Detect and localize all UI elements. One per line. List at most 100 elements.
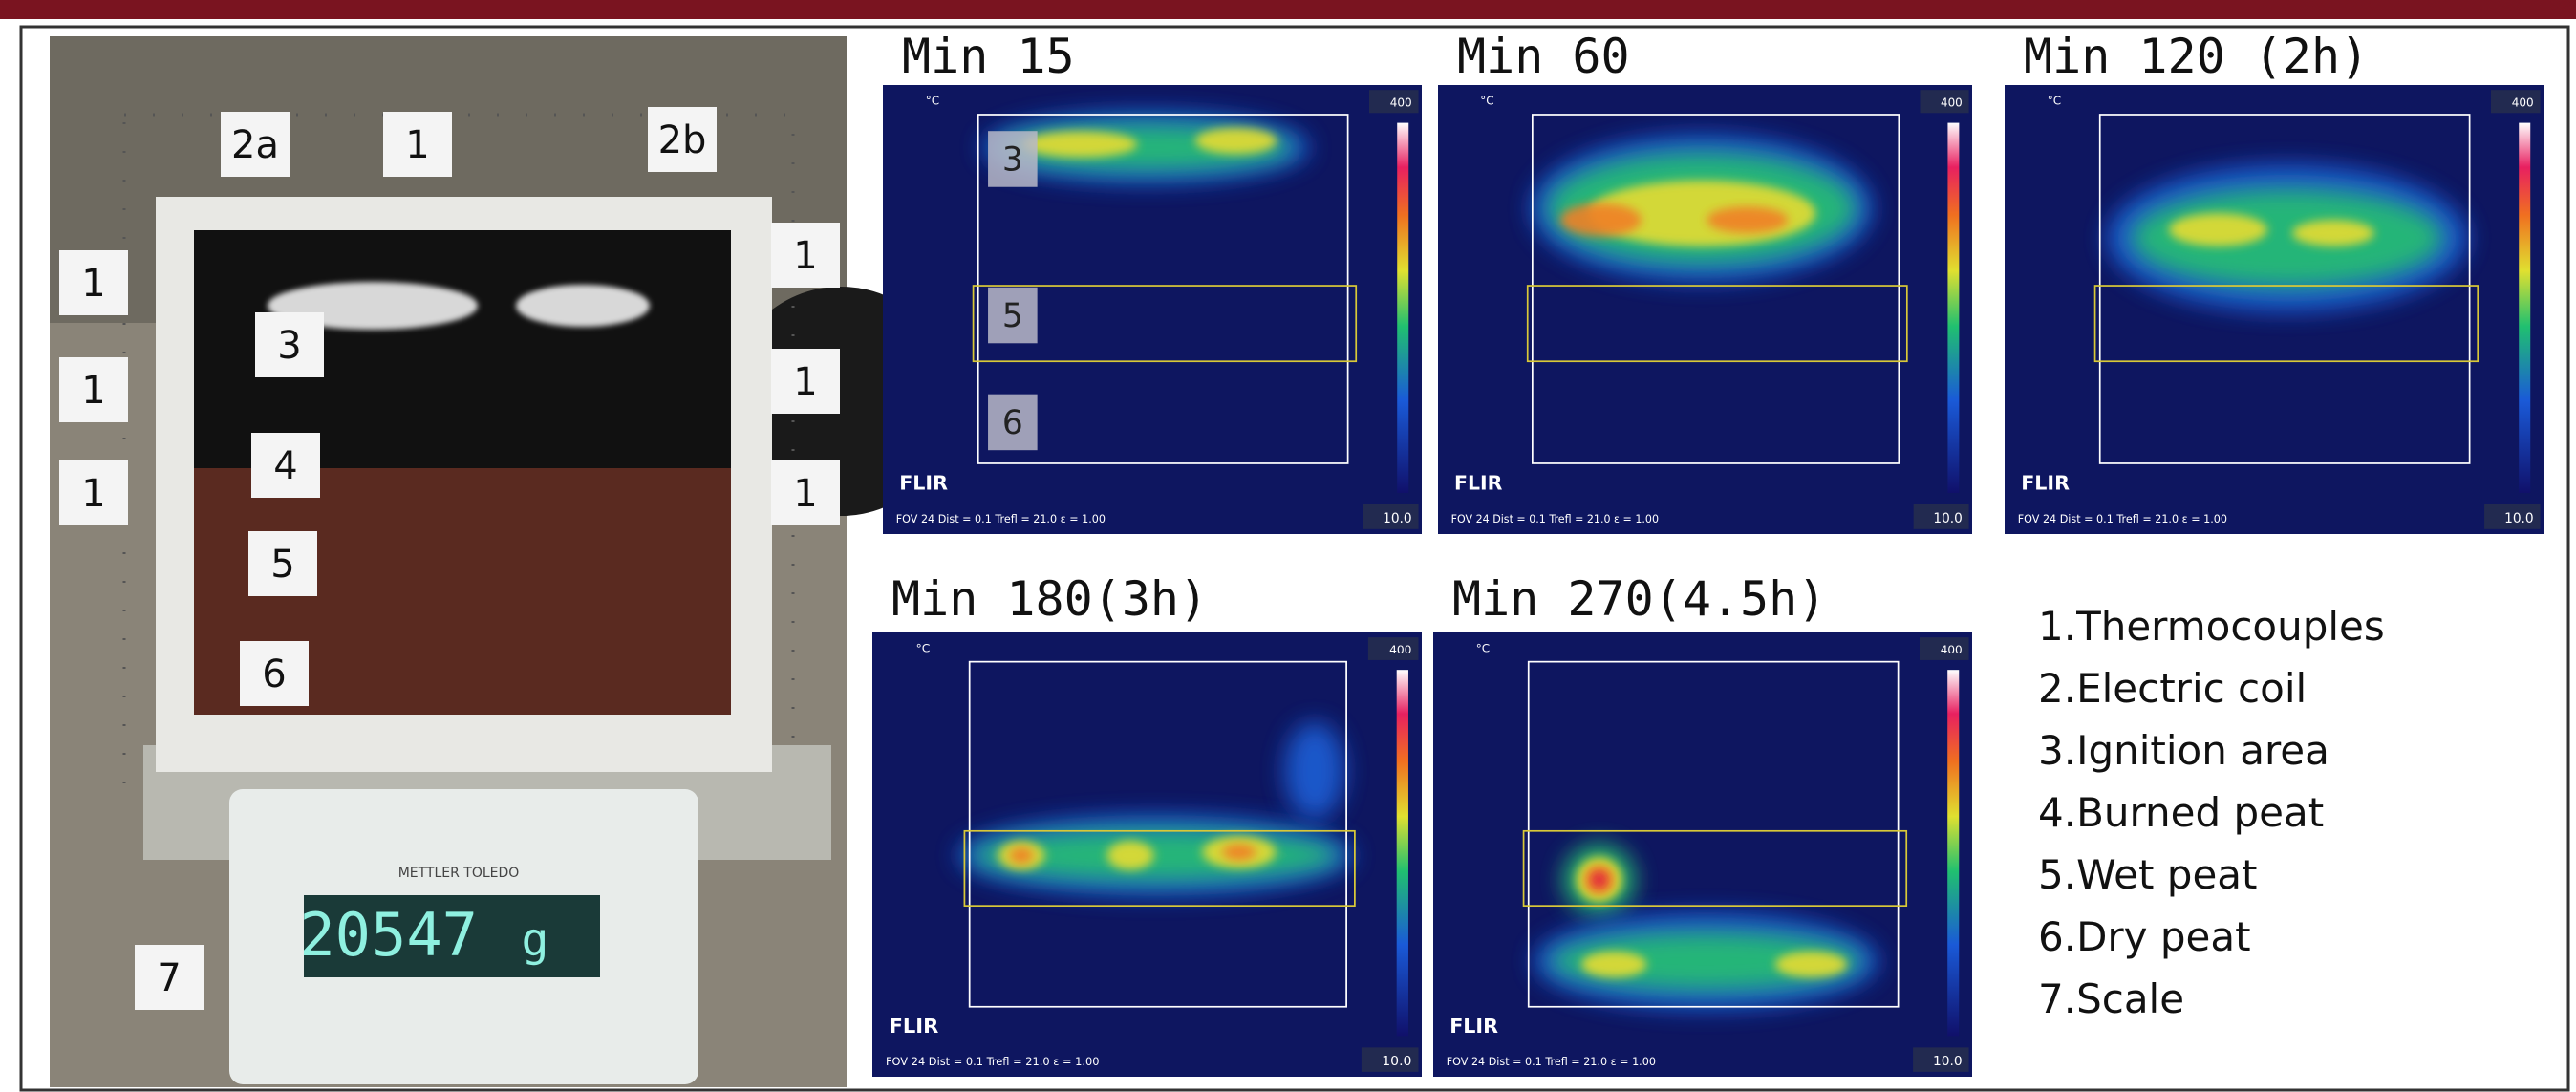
thermal-title: Min 15 xyxy=(902,29,1075,84)
heat-blob xyxy=(1222,844,1256,861)
heat-blob xyxy=(1284,721,1345,820)
thermal-title: Min 270(4.5h) xyxy=(1452,571,1826,627)
label-box xyxy=(240,641,309,706)
legend-item: 6.Dry peat xyxy=(2038,913,2251,960)
wet-zone xyxy=(1522,829,1908,908)
view-box xyxy=(968,660,1347,1008)
legend-item: 5.Wet peat xyxy=(2038,851,2258,898)
brand: FLIR xyxy=(890,1015,939,1038)
label-box xyxy=(771,349,840,414)
view-box xyxy=(1527,660,1900,1008)
max-box xyxy=(1920,90,1969,114)
basket xyxy=(122,113,795,785)
ash xyxy=(516,285,650,327)
wet-zone xyxy=(1526,285,1908,363)
photo-label: 5 xyxy=(270,543,294,587)
thermal-image: °C 400 10.0 FLIR FOV 24 Dist = 0.1 Trefl = 2… xyxy=(1438,85,1972,534)
photo-label: 1 xyxy=(81,472,105,516)
label-box xyxy=(771,223,840,288)
photo-label: 1 xyxy=(81,369,105,413)
photo-label: 1 xyxy=(405,123,429,167)
thermal-image: °C 400 10.0 FLIR FOV 24 Dist = 0.1 Trefl = 2… xyxy=(872,632,1422,1077)
heat-blob xyxy=(1580,951,1647,978)
view-box xyxy=(2098,114,2471,464)
scale-reading: 20547 xyxy=(299,900,478,970)
photo-label: 1 xyxy=(793,472,817,516)
scale-unit: g xyxy=(522,913,549,967)
photo: 2a 1 2b 1 1 1 1 1 1 3 4 5 6 7 METTLER TOLEDO 20547 g xyxy=(50,36,955,1087)
label-box xyxy=(771,460,840,525)
heat-blob xyxy=(1106,841,1154,870)
legend-item: 4.Burned peat xyxy=(2038,789,2324,836)
label-box xyxy=(59,460,128,525)
brand: FLIR xyxy=(899,472,948,495)
thermal-images: Min 15 °C 400 10.0 FLIR FOV 24 Dist = 0.1 Tre… xyxy=(872,29,2544,1077)
color-bar xyxy=(1396,670,1408,1037)
label-box xyxy=(255,312,324,377)
scale-max: 400 xyxy=(1941,643,1963,656)
brand: FLIR xyxy=(1454,471,1503,494)
photo-label: 7 xyxy=(157,956,181,1000)
color-bar xyxy=(1947,122,1960,493)
zone-label-box xyxy=(988,287,1038,344)
scale-max: 400 xyxy=(2512,96,2534,109)
view-box xyxy=(977,114,1349,464)
heat-blob xyxy=(1022,131,1138,158)
photo-label: 4 xyxy=(273,444,297,488)
brand: FLIR xyxy=(1449,1015,1498,1038)
label-box xyxy=(648,107,717,172)
label-box xyxy=(383,112,452,177)
legend-item: 1.Thermocouples xyxy=(2038,603,2385,650)
zone-label-box xyxy=(988,394,1038,451)
zone-label: 5 xyxy=(1002,297,1023,335)
label-box xyxy=(248,531,317,596)
scale-min: 10.0 xyxy=(1933,511,1962,526)
thermal-title: Min 60 xyxy=(1457,29,1630,84)
label-box xyxy=(221,112,290,177)
frame xyxy=(19,25,2570,1092)
wet-zone xyxy=(963,829,1356,908)
label-box xyxy=(135,945,204,1010)
photo-label: 6 xyxy=(262,653,286,696)
min-box xyxy=(2484,504,2541,529)
min-box xyxy=(1913,1047,1969,1072)
heat-blob xyxy=(1774,951,1848,978)
thermal-bg xyxy=(1433,632,1972,1077)
heat-blob xyxy=(2131,188,2444,288)
info: FOV 24 Dist = 0.1 Trefl = 21.0 ε = 1.00 xyxy=(2018,513,2227,525)
top-bar xyxy=(0,0,2576,19)
scale-max: 400 xyxy=(1390,96,1412,109)
min-box xyxy=(1913,504,1969,529)
heat-blob xyxy=(1194,127,1277,155)
legend-item: 2.Electric coil xyxy=(2038,665,2307,712)
scale-max: 400 xyxy=(1389,643,1411,656)
max-box xyxy=(1919,637,1969,660)
color-bar xyxy=(1397,122,1409,493)
thermal-title: Min 180(3h) xyxy=(891,571,1208,627)
zone-label: 3 xyxy=(1002,141,1023,180)
heat-blob xyxy=(1707,206,1789,233)
unit: °C xyxy=(926,95,939,108)
heat-blob xyxy=(1559,203,1642,237)
photo-label: 1 xyxy=(81,262,105,306)
label-box xyxy=(251,433,320,498)
heat-blob xyxy=(1591,871,1608,889)
thermal-image: °C 400 10.0 FLIR FOV 24 Dist = 0.1 Trefl = 2… xyxy=(2005,85,2544,534)
thermal-image: °C 400 10.0 FLIR FOV 24 Dist = 0.1 Trefl = 2… xyxy=(1433,632,1972,1077)
photo-label: 3 xyxy=(277,324,301,368)
color-bar xyxy=(2519,122,2531,493)
legend: 1.Thermocouples 2.Electric coil 3.Ignition… xyxy=(2038,603,2385,1022)
scale-min: 10.0 xyxy=(1383,511,1412,526)
thermal-title: Min 120 (2h) xyxy=(2024,29,2369,84)
info: FOV 24 Dist = 0.1 Trefl = 21.0 ε = 1.00 xyxy=(1451,513,1659,525)
scale-min: 10.0 xyxy=(1933,1054,1963,1069)
unit: °C xyxy=(2048,95,2061,108)
thermal-image: °C 400 10.0 FLIR FOV 24 Dist = 0.1 Trefl = 2… xyxy=(883,85,1422,534)
photo-label: 1 xyxy=(793,234,817,278)
legend-item: 7.Scale xyxy=(2038,975,2184,1022)
photo-label: 2b xyxy=(658,118,707,162)
legend-item: 3.Ignition area xyxy=(2038,727,2329,774)
info: FOV 24 Dist = 0.1 Trefl = 21.0 ε = 1.00 xyxy=(896,513,1106,525)
